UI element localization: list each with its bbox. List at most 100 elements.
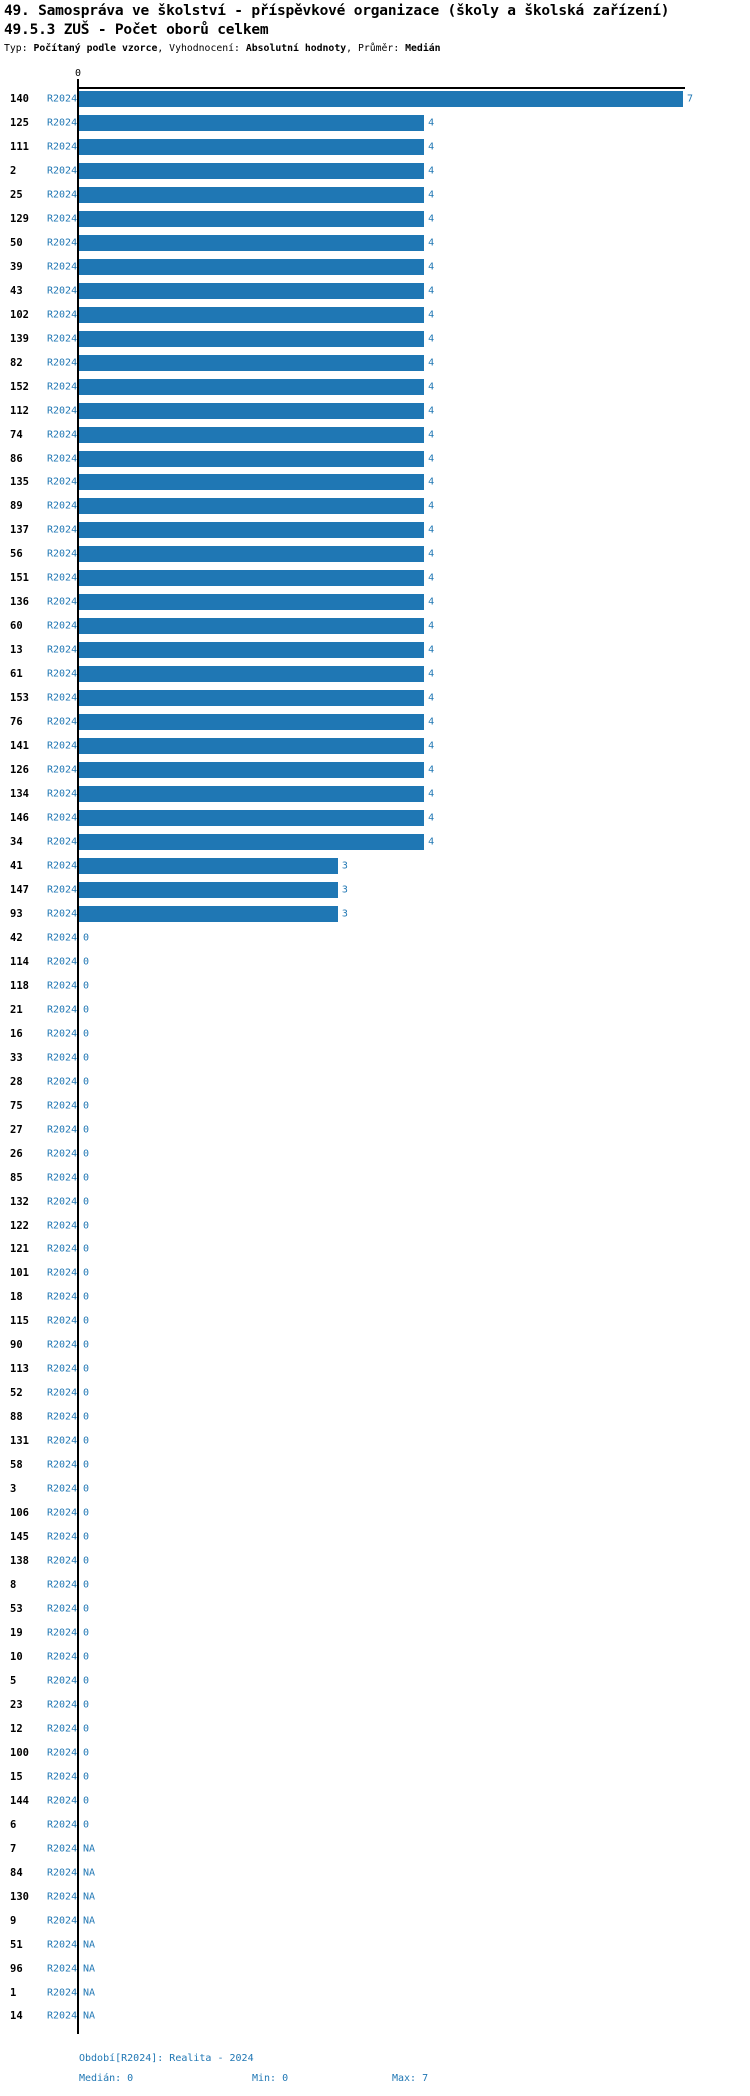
chart-row: 82 R2024 4: [0, 351, 750, 375]
row-category-label: 42: [10, 931, 23, 944]
bar: [79, 834, 425, 851]
bar: [79, 714, 425, 731]
chart-row: 1 R2024 NA: [0, 1981, 750, 2005]
row-series-label: R2024: [47, 1220, 78, 1232]
footer-max: Max: 7: [392, 2073, 429, 2084]
bar: [79, 881, 338, 898]
chart-row: 84 R2024 NA: [0, 1861, 750, 1885]
chart-row: 111 R2024 4: [0, 135, 750, 159]
row-series-label: R2024: [47, 1148, 78, 1160]
row-series-label: R2024: [47, 1555, 78, 1567]
chart-row: 136 R2024 4: [0, 590, 750, 614]
row-category-label: 14: [10, 2010, 23, 2023]
meta-eval-label: Vyhodnocení:: [169, 43, 246, 54]
row-series-label: R2024: [47, 1052, 78, 1064]
row-series-label: R2024: [47, 1579, 78, 1591]
chart-row: 61 R2024 4: [0, 662, 750, 686]
x-axis-line: [77, 87, 685, 89]
chart-row: 85 R2024 0: [0, 1166, 750, 1190]
row-category-label: 85: [10, 1171, 23, 1184]
row-series-label: R2024: [47, 1531, 78, 1543]
bar: [79, 810, 425, 827]
row-series-label: R2024: [47, 309, 78, 321]
bar-value-label: 3: [341, 884, 348, 896]
bar-value-label: 4: [428, 476, 435, 488]
row-series-label: R2024: [47, 189, 78, 201]
row-series-label: R2024: [47, 1483, 78, 1495]
chart-row: 153 R2024 4: [0, 686, 750, 710]
row-series-label: R2024: [47, 956, 78, 968]
chart-row: 42 R2024 0: [0, 926, 750, 950]
row-series-label: R2024: [47, 1771, 78, 1783]
chart-row: 101 R2024 0: [0, 1261, 750, 1285]
row-series-label: R2024: [47, 716, 78, 728]
chart-row: 53 R2024 0: [0, 1597, 750, 1621]
chart-row: 16 R2024 0: [0, 1022, 750, 1046]
row-series-label: R2024: [47, 932, 78, 944]
row-category-label: 33: [10, 1051, 23, 1064]
bar: [79, 642, 425, 659]
chart-row: 76 R2024 4: [0, 710, 750, 734]
row-series-label: R2024: [47, 1867, 78, 1879]
chart-row: 6 R2024 0: [0, 1813, 750, 1837]
row-category-label: 102: [10, 308, 29, 321]
chart-row: 102 R2024 4: [0, 303, 750, 327]
chart-row: 13 R2024 4: [0, 638, 750, 662]
row-series-label: R2024: [47, 429, 78, 441]
chart-meta-line: Typ: Počítaný podle vzorce, Vyhodnocení:…: [4, 43, 441, 54]
bar: [79, 282, 425, 299]
row-series-label: R2024: [47, 213, 78, 225]
row-series-label: R2024: [47, 165, 78, 177]
meta-sep2: ,: [346, 43, 358, 54]
bar-value-label: NA: [83, 1987, 96, 1999]
bar-value-label: NA: [83, 1963, 96, 1975]
bar-value-label: 4: [428, 165, 435, 177]
row-category-label: 7: [10, 1842, 17, 1855]
row-category-label: 90: [10, 1339, 23, 1352]
chart-row: 138 R2024 0: [0, 1549, 750, 1573]
chart-row: 93 R2024 3: [0, 902, 750, 926]
row-series-label: R2024: [47, 237, 78, 249]
row-category-label: 23: [10, 1698, 23, 1711]
chart-row: 126 R2024 4: [0, 758, 750, 782]
bar-value-label: 4: [428, 812, 435, 824]
bar-value-label: 0: [83, 1411, 90, 1423]
bar: [79, 450, 425, 467]
bar-value-label: 4: [428, 836, 435, 848]
chart-row: 2 R2024 4: [0, 159, 750, 183]
row-series-label: R2024: [47, 333, 78, 345]
chart-row: 135 R2024 4: [0, 471, 750, 495]
bar: [79, 114, 425, 131]
row-category-label: 39: [10, 260, 23, 273]
bar-value-label: 4: [428, 572, 435, 584]
chart-row: 41 R2024 3: [0, 854, 750, 878]
row-category-label: 76: [10, 716, 23, 729]
chart-row: 28 R2024 0: [0, 1070, 750, 1094]
bar: [79, 690, 425, 707]
row-category-label: 13: [10, 644, 23, 657]
row-series-label: R2024: [47, 1507, 78, 1519]
bar: [79, 402, 425, 419]
row-category-label: 141: [10, 740, 29, 753]
row-series-label: R2024: [47, 1028, 78, 1040]
bar-value-label: 0: [83, 1555, 90, 1567]
chart-row: 3 R2024 0: [0, 1477, 750, 1501]
bar-value-label: 0: [83, 1483, 90, 1495]
row-category-label: 16: [10, 1027, 23, 1040]
row-series-label: R2024: [47, 1291, 78, 1303]
bar-value-label: 0: [83, 1267, 90, 1279]
row-category-label: 129: [10, 212, 29, 225]
row-series-label: R2024: [47, 1627, 78, 1639]
row-series-label: R2024: [47, 596, 78, 608]
bar: [79, 546, 425, 563]
row-series-label: R2024: [47, 908, 78, 920]
row-category-label: 121: [10, 1243, 29, 1256]
report-title: 49. Samospráva ve školství - příspěvkové…: [4, 3, 670, 19]
row-category-label: 126: [10, 764, 29, 777]
row-category-label: 5: [10, 1674, 17, 1687]
row-category-label: 153: [10, 692, 29, 705]
bar-value-label: 0: [83, 1675, 90, 1687]
row-category-label: 113: [10, 1363, 29, 1376]
row-series-label: R2024: [47, 1699, 78, 1711]
row-series-label: R2024: [47, 1819, 78, 1831]
